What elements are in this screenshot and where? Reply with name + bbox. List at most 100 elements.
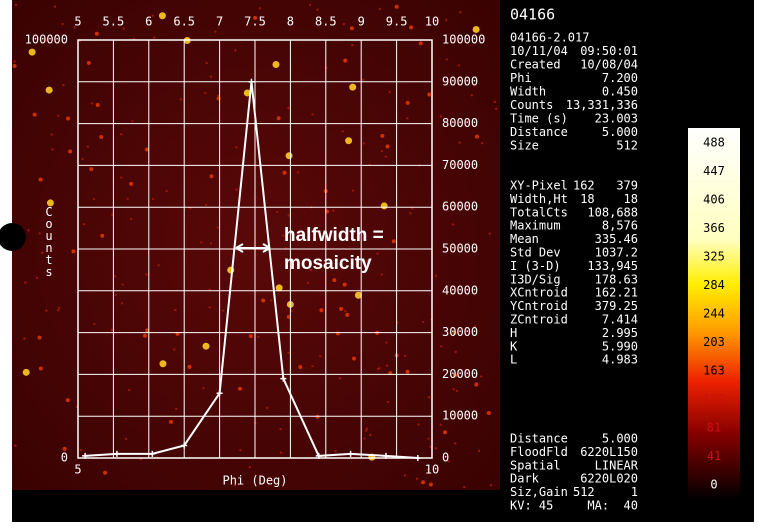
speckle: [344, 309, 347, 313]
panel-title: 04166: [510, 6, 555, 24]
speckle: [365, 259, 369, 263]
info-label: I3D/Sig: [510, 272, 561, 286]
info-value: 7.414: [602, 313, 638, 327]
speckle: [145, 328, 150, 333]
info-value: 8,576: [602, 219, 638, 233]
info-label: Maximum: [510, 219, 561, 233]
speckle: [175, 407, 178, 411]
speckle: [334, 450, 337, 453]
speckle: [427, 437, 430, 440]
speckle: [45, 86, 53, 94]
speckle: [452, 330, 457, 335]
y-tick-label: 10000: [442, 409, 478, 423]
speckle: [158, 12, 166, 20]
speckle: [57, 114, 60, 118]
speckle: [272, 61, 280, 69]
speckle: [380, 133, 385, 138]
x-tick-label: 6: [145, 15, 152, 29]
speckle: [394, 4, 399, 9]
speckle: [287, 214, 290, 217]
y-tick-label: 100000: [442, 33, 485, 47]
speckle: [411, 207, 414, 210]
speckle: [362, 142, 366, 145]
info-label: Distance: [510, 125, 568, 139]
speckle: [488, 232, 492, 235]
speckle: [319, 355, 322, 358]
speckle: [403, 354, 407, 358]
info-label: Spatial: [510, 458, 561, 472]
speckle: [357, 261, 360, 264]
speckle: [68, 149, 73, 154]
info-label: I (3-D): [510, 259, 561, 273]
info-value: 178.63: [595, 272, 638, 286]
x-tick-label: 5.5: [103, 15, 125, 29]
speckle: [342, 22, 346, 26]
y-tick-label: 100000: [25, 33, 68, 47]
speckle: [349, 83, 357, 91]
y-tick-label: 0: [442, 451, 449, 465]
speckle: [239, 449, 242, 452]
speckle: [282, 170, 287, 175]
speckle: [378, 367, 381, 370]
colorbar-label: 122: [703, 392, 725, 406]
speckle: [202, 387, 205, 390]
data-point: [113, 450, 120, 457]
info-value: 1037.2: [595, 246, 638, 260]
halfwidth-arrow: [235, 243, 271, 253]
speckle: [38, 366, 43, 371]
speckle: [151, 197, 155, 201]
info-value: 133,945: [587, 259, 638, 273]
speckle: [459, 11, 462, 14]
info-value: 23.003: [595, 112, 638, 126]
speckle: [338, 377, 342, 380]
speckle: [45, 309, 48, 312]
speckle: [440, 345, 443, 348]
data-point: [414, 455, 421, 461]
x-tick-label: 5: [74, 15, 81, 29]
speckle: [421, 320, 425, 324]
speckle: [275, 210, 279, 214]
speckle: [219, 16, 223, 20]
info-value: MA: 40: [587, 499, 638, 513]
speckle: [57, 309, 60, 312]
data-point: [216, 390, 223, 397]
speckle: [209, 242, 213, 245]
speckle: [142, 333, 147, 338]
info-value: 4.983: [602, 353, 638, 367]
x-tick-label: 7: [216, 15, 223, 29]
data-point: [382, 452, 389, 459]
speckle: [343, 58, 348, 63]
info-label: Time (s): [510, 112, 568, 126]
speckle: [479, 375, 483, 378]
colorbar-label: 447: [703, 164, 725, 178]
plot-frame: [77, 39, 433, 459]
info-label: L: [510, 353, 517, 367]
info-label: Counts: [510, 98, 553, 112]
speckle: [13, 60, 16, 63]
speckle: [151, 14, 154, 17]
speckle: [35, 276, 39, 280]
speckle: [86, 60, 91, 65]
speckle: [261, 298, 266, 303]
speckle: [351, 189, 355, 192]
speckle: [86, 145, 90, 148]
speckle: [463, 485, 466, 489]
speckle: [144, 147, 149, 152]
speckle: [473, 324, 477, 328]
speckle: [477, 449, 481, 453]
speckle: [65, 398, 70, 403]
data-point: [82, 452, 89, 459]
speckle: [388, 90, 392, 94]
speckle: [37, 335, 42, 340]
info-label: FloodFld: [510, 445, 568, 459]
speckle: [403, 474, 407, 477]
speckle: [351, 43, 354, 47]
speckle: [494, 107, 498, 111]
speckle: [234, 49, 237, 52]
speckle: [409, 25, 414, 30]
speckle: [434, 447, 438, 450]
info-label: 10/11/04: [510, 44, 568, 58]
speckle: [12, 64, 17, 69]
info-label: Distance: [510, 432, 568, 446]
speckle: [204, 91, 207, 95]
